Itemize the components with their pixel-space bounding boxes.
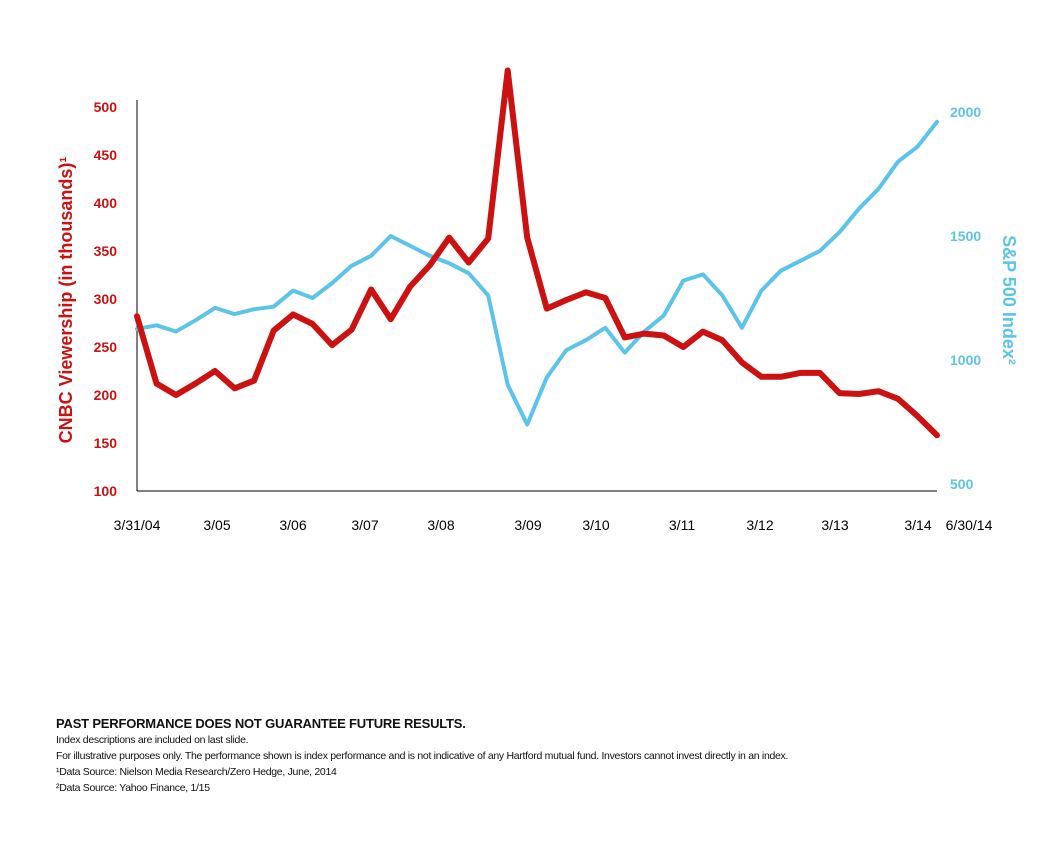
- right-tick-label: 1000: [950, 352, 981, 368]
- sp500-index-line: [135, 119, 939, 427]
- left-tick-label: 100: [94, 483, 118, 499]
- data-source-2: ²Data Source: Yahoo Finance, 1/15: [56, 782, 210, 794]
- disclaimer-heading: PAST PERFORMANCE DOES NOT GUARANTEE FUTU…: [56, 716, 466, 731]
- x-tick-label: 3/31/04: [114, 517, 161, 533]
- left-tick-label: 200: [94, 387, 118, 403]
- x-tick-label: 3/10: [582, 517, 609, 533]
- right-axis-title: S&P 500 Index²: [999, 235, 1019, 365]
- illustrative-note: For illustrative purposes only. The perf…: [56, 750, 789, 762]
- cnbc-viewership-line: [134, 67, 940, 439]
- x-tick-label: 3/11: [669, 517, 695, 533]
- left-tick-label: 350: [94, 243, 118, 259]
- left-tick-label: 300: [94, 291, 118, 307]
- x-tick-label: 3/09: [514, 517, 541, 533]
- x-tick-label: 3/12: [746, 517, 773, 533]
- x-tick-label: 6/30/14: [946, 517, 993, 533]
- index-description-note: Index descriptions are included on last …: [56, 734, 249, 746]
- left-tick-label: 400: [94, 195, 118, 211]
- x-tick-label: 3/13: [821, 517, 848, 533]
- x-tick-label: 3/08: [427, 517, 454, 533]
- left-axis-title: CNBC Viewership (in thousands)¹: [56, 157, 76, 444]
- left-tick-label: 150: [94, 435, 118, 451]
- right-axis-ticks: 500 1000 1500 2000: [950, 104, 981, 492]
- right-tick-label: 2000: [950, 104, 981, 120]
- x-tick-label: 3/06: [279, 517, 306, 533]
- x-tick-label: 3/07: [351, 517, 378, 533]
- right-tick-label: 500: [950, 476, 974, 492]
- left-tick-label: 250: [94, 339, 118, 355]
- footnotes: PAST PERFORMANCE DOES NOT GUARANTEE FUTU…: [56, 716, 1016, 798]
- left-tick-label: 500: [94, 99, 118, 115]
- x-axis-ticks: 3/31/04 3/05 3/06 3/07 3/08 3/09 3/10 3/11 3/12 3…: [114, 517, 993, 533]
- left-tick-label: 450: [94, 147, 118, 163]
- series-layer: [134, 67, 940, 439]
- x-tick-label: 3/14: [904, 517, 931, 533]
- data-source-1: ¹Data Source: Nielson Media Research/Zer…: [56, 766, 337, 778]
- right-tick-label: 1500: [950, 228, 981, 244]
- left-axis-ticks: 100 150 200 250 300 350 400 450 500: [94, 99, 118, 499]
- x-tick-label: 3/05: [203, 517, 230, 533]
